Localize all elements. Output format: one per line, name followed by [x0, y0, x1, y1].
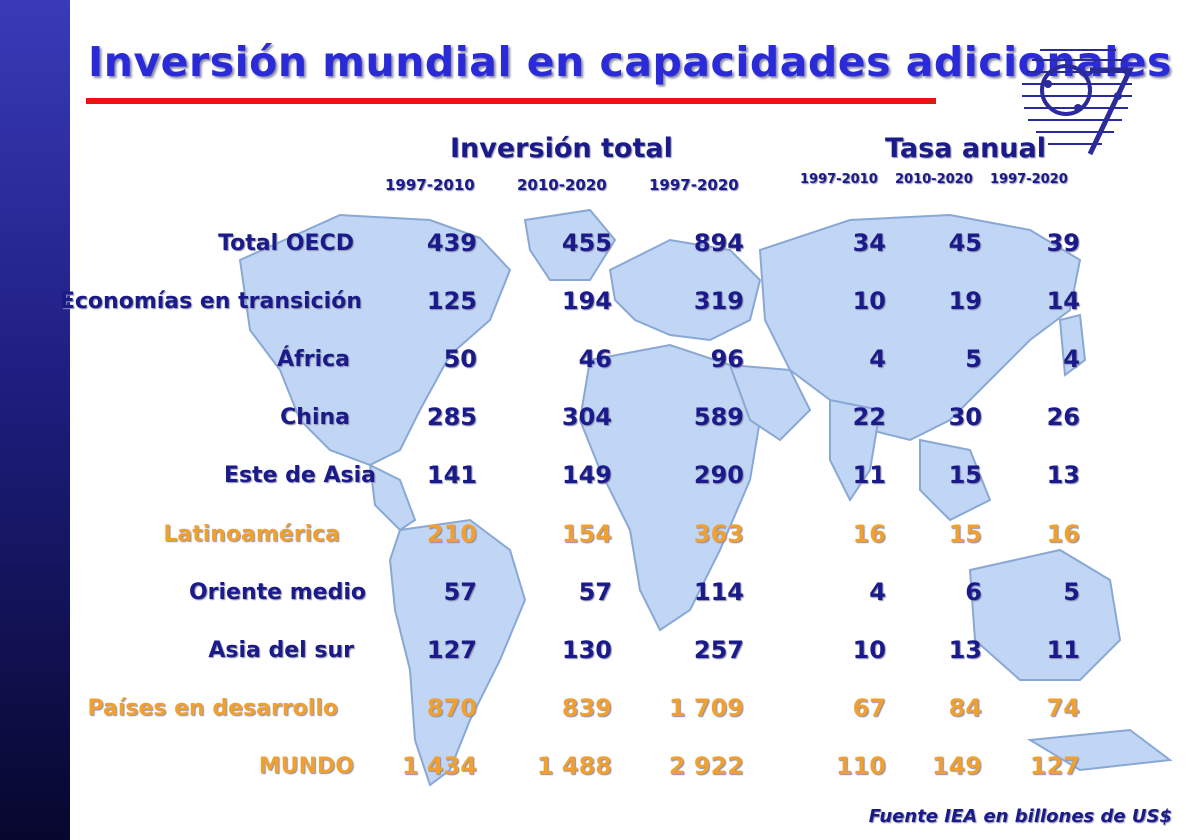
total-cell: 57: [443, 578, 477, 606]
tasa-cell: 14: [1046, 287, 1080, 315]
row-label: Países en desarrollo: [87, 696, 338, 721]
total-cell: 194: [561, 287, 612, 315]
tasa-cell: 16: [852, 520, 886, 548]
tasa-anual-heading: Tasa anual: [885, 133, 1046, 164]
total-cell: 210: [426, 520, 477, 548]
slide-title: Inversión mundial en capacidades adicion…: [88, 38, 1172, 86]
total-cell: 285: [426, 403, 477, 431]
row-label: Total OECD: [218, 231, 354, 256]
tasa-cell: 74: [1046, 694, 1080, 722]
tasa-cell: 22: [852, 403, 886, 431]
row-label: Asia del sur: [208, 638, 354, 663]
total-cell: 149: [561, 461, 612, 489]
total-cell: 894: [693, 229, 744, 257]
tasa-cell: 13: [948, 636, 982, 664]
tasa-cell: 34: [852, 229, 886, 257]
period-tasa-1: 1997-2010: [800, 172, 878, 187]
tasa-cell: 10: [852, 287, 886, 315]
total-cell: 130: [561, 636, 612, 664]
row-label: África: [277, 347, 350, 372]
total-cell: 257: [693, 636, 744, 664]
row-label: Este de Asia: [223, 463, 376, 488]
total-cell: 1 488: [536, 752, 612, 780]
total-cell: 439: [426, 229, 477, 257]
total-cell: 363: [693, 520, 744, 548]
tasa-cell: 30: [948, 403, 982, 431]
period-tasa-3: 1997-2020: [990, 172, 1068, 187]
row-label: Latinoamérica: [163, 522, 340, 547]
tasa-cell: 110: [835, 752, 886, 780]
total-cell: 870: [426, 694, 477, 722]
total-cell: 46: [578, 345, 612, 373]
total-cell: 290: [693, 461, 744, 489]
total-cell: 2 922: [668, 752, 744, 780]
total-cell: 125: [426, 287, 477, 315]
total-cell: 114: [693, 578, 744, 606]
period-total-2: 2010-2020: [517, 176, 607, 194]
tasa-cell: 45: [948, 229, 982, 257]
total-cell: 154: [561, 520, 612, 548]
row-label: China: [280, 405, 350, 430]
tasa-cell: 67: [852, 694, 886, 722]
tasa-cell: 26: [1046, 403, 1080, 431]
tasa-cell: 13: [1046, 461, 1080, 489]
logo-icon: [1022, 49, 1134, 156]
source-note: Fuente IEA en billones de US$: [868, 806, 1172, 827]
slide-sidebar: [0, 0, 70, 840]
total-cell: 839: [561, 694, 612, 722]
tasa-cell: 4: [869, 578, 886, 606]
tasa-cell: 84: [948, 694, 982, 722]
row-label: Economías en transición: [59, 289, 362, 314]
title-underline: [86, 98, 936, 104]
tasa-cell: 11: [1046, 636, 1080, 664]
period-tasa-2: 2010-2020: [895, 172, 973, 187]
tasa-cell: 149: [931, 752, 982, 780]
inversion-total-heading: Inversión total: [450, 133, 673, 164]
tasa-cell: 19: [948, 287, 982, 315]
tasa-cell: 39: [1046, 229, 1080, 257]
total-cell: 304: [561, 403, 612, 431]
tasa-cell: 15: [948, 461, 982, 489]
tasa-cell: 16: [1046, 520, 1080, 548]
tasa-cell: 11: [852, 461, 886, 489]
total-cell: 1 709: [668, 694, 744, 722]
total-cell: 1 434: [401, 752, 477, 780]
total-cell: 50: [443, 345, 477, 373]
tasa-cell: 10: [852, 636, 886, 664]
tasa-cell: 127: [1029, 752, 1080, 780]
total-cell: 455: [561, 229, 612, 257]
total-cell: 141: [426, 461, 477, 489]
total-cell: 319: [693, 287, 744, 315]
tasa-cell: 15: [948, 520, 982, 548]
world-map-background: [238, 208, 1173, 787]
total-cell: 57: [578, 578, 612, 606]
total-cell: 96: [710, 345, 744, 373]
tasa-cell: 5: [965, 345, 982, 373]
tasa-cell: 4: [869, 345, 886, 373]
row-label: MUNDO: [258, 754, 354, 779]
tasa-cell: 5: [1063, 578, 1080, 606]
row-label: Oriente medio: [188, 580, 366, 605]
total-cell: 589: [693, 403, 744, 431]
total-cell: 127: [426, 636, 477, 664]
period-total-1: 1997-2010: [385, 176, 475, 194]
tasa-cell: 4: [1063, 345, 1080, 373]
tasa-cell: 6: [965, 578, 982, 606]
period-total-3: 1997-2020: [649, 176, 739, 194]
